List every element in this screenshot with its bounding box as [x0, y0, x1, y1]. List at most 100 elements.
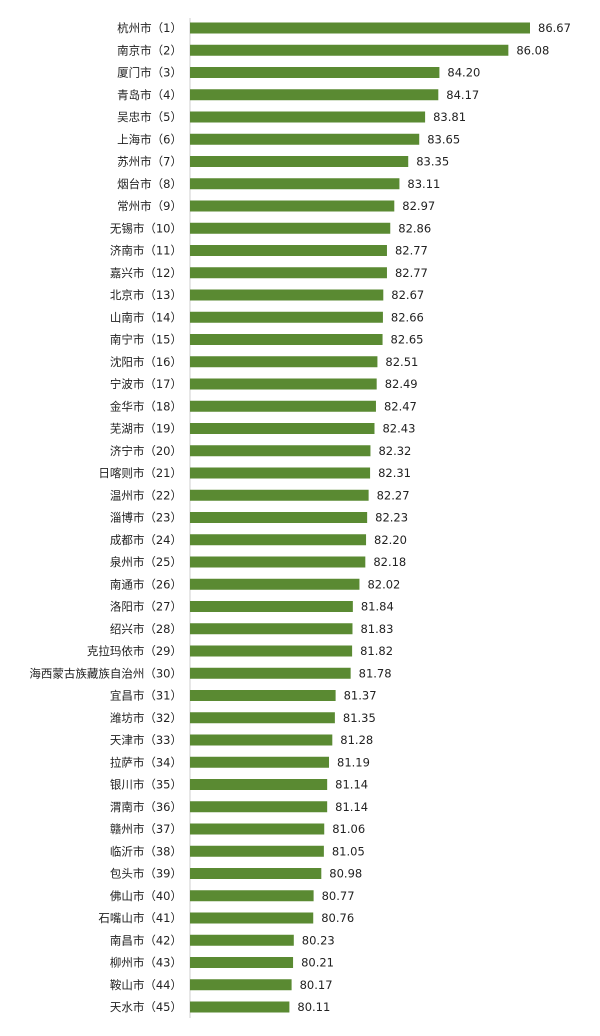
data-label: 82.31 [378, 466, 411, 480]
bar [190, 200, 395, 212]
data-label: 82.77 [395, 266, 428, 280]
category-label: 克拉玛依市（29） [87, 644, 182, 658]
category-label: 临沂市（38） [110, 844, 182, 858]
data-label: 80.77 [322, 889, 355, 903]
bar [190, 823, 325, 835]
category-label: 渭南市（36） [110, 800, 182, 814]
data-label: 81.14 [335, 778, 368, 792]
bar [190, 512, 368, 523]
data-label: 82.86 [398, 221, 431, 235]
data-label: 82.23 [375, 511, 408, 525]
bar [190, 289, 384, 301]
category-label: 杭州市（1） [117, 21, 182, 35]
bar [190, 979, 292, 991]
category-label: 北京市（13） [110, 288, 182, 302]
bar [190, 1001, 290, 1013]
bar [190, 868, 322, 879]
data-label: 81.14 [335, 800, 368, 814]
category-label: 成都市（24） [110, 533, 182, 547]
category-label: 温州市（22） [110, 488, 182, 502]
bar [190, 756, 330, 768]
data-label: 82.27 [377, 488, 410, 502]
category-label: 天津市（33） [110, 733, 182, 747]
data-label: 82.18 [373, 555, 406, 569]
data-label: 82.66 [391, 310, 424, 324]
data-label: 82.77 [395, 244, 428, 258]
data-label: 81.19 [337, 755, 370, 769]
data-label: 81.37 [344, 689, 377, 703]
category-label: 济宁市（20） [110, 444, 182, 458]
bar [190, 378, 377, 390]
category-label: 绍兴市（28） [110, 622, 182, 636]
category-label: 芜湖市（19） [110, 422, 182, 436]
category-label: 宁波市（17） [110, 377, 182, 391]
bar [190, 489, 369, 501]
bar [190, 423, 375, 434]
bar [190, 44, 509, 56]
data-label: 83.65 [427, 132, 460, 146]
bar [190, 22, 530, 34]
data-label: 81.83 [360, 622, 393, 636]
data-label: 86.67 [538, 21, 571, 35]
value-labels: 86.67 86.08 84.20 84.17 83.81 83.65 83.35 83.11… [297, 21, 571, 1014]
data-label: 82.20 [374, 533, 407, 547]
bar [190, 690, 336, 701]
category-labels: 杭州市（1） 南京市（2） 厦门市（3） 青岛市（4） 吴忠市（5） 上海市（6） 苏州市（… [29, 21, 182, 1014]
category-label: 常州市（9） [117, 199, 182, 213]
category-label: 吴忠市（5） [117, 110, 182, 124]
bar [190, 779, 328, 790]
bar [190, 133, 420, 145]
bar [190, 311, 383, 323]
category-label: 淄博市（23） [110, 511, 182, 525]
data-label: 80.21 [301, 956, 334, 970]
data-label: 82.47 [384, 399, 417, 413]
data-label: 84.17 [446, 88, 479, 102]
data-label: 82.67 [391, 288, 424, 302]
category-label: 海西蒙古族藏族自治州（30） [29, 666, 182, 680]
data-label: 84.20 [447, 66, 480, 80]
data-label: 81.28 [340, 733, 373, 747]
category-label: 南宁市（15） [110, 333, 182, 347]
category-label: 日喀则市（21） [98, 466, 182, 480]
data-label: 83.11 [407, 177, 440, 191]
bar [190, 845, 324, 857]
category-label: 洛阳市（27） [110, 600, 182, 614]
bar [190, 623, 353, 635]
data-label: 81.82 [360, 644, 393, 658]
bar [190, 890, 314, 902]
bar [190, 334, 383, 345]
bar [190, 556, 366, 568]
bar [190, 267, 387, 279]
category-label: 佛山市（40） [110, 889, 182, 903]
bar [190, 245, 387, 256]
data-label: 82.51 [385, 355, 418, 369]
category-label: 拉萨市（34） [110, 755, 182, 769]
bar-series [190, 22, 530, 1013]
category-label: 鞍山市（44） [110, 978, 182, 992]
bar [190, 67, 440, 78]
category-label: 青岛市（4） [117, 88, 182, 102]
bar [190, 801, 328, 813]
category-label: 宜昌市（31） [110, 689, 182, 703]
category-label: 赣州市（37） [110, 822, 182, 836]
bar [190, 957, 294, 968]
bar [190, 712, 335, 724]
category-label: 无锡市（10） [110, 221, 182, 235]
category-label: 柳州市（43） [110, 956, 182, 970]
category-label: 沈阳市（16） [110, 355, 182, 369]
data-label: 82.43 [382, 422, 415, 436]
data-label: 80.11 [297, 1000, 330, 1014]
bar [190, 89, 439, 101]
category-label: 南昌市（42） [110, 933, 182, 947]
bar [190, 667, 351, 679]
data-label: 82.49 [385, 377, 418, 391]
data-label: 86.08 [516, 43, 549, 57]
bar [190, 645, 353, 657]
data-label: 82.32 [378, 444, 411, 458]
data-label: 82.02 [367, 577, 400, 591]
bar [190, 356, 378, 368]
category-label: 包头市（39） [110, 867, 182, 881]
bar [190, 467, 371, 479]
category-label: 银川市（35） [110, 778, 182, 792]
